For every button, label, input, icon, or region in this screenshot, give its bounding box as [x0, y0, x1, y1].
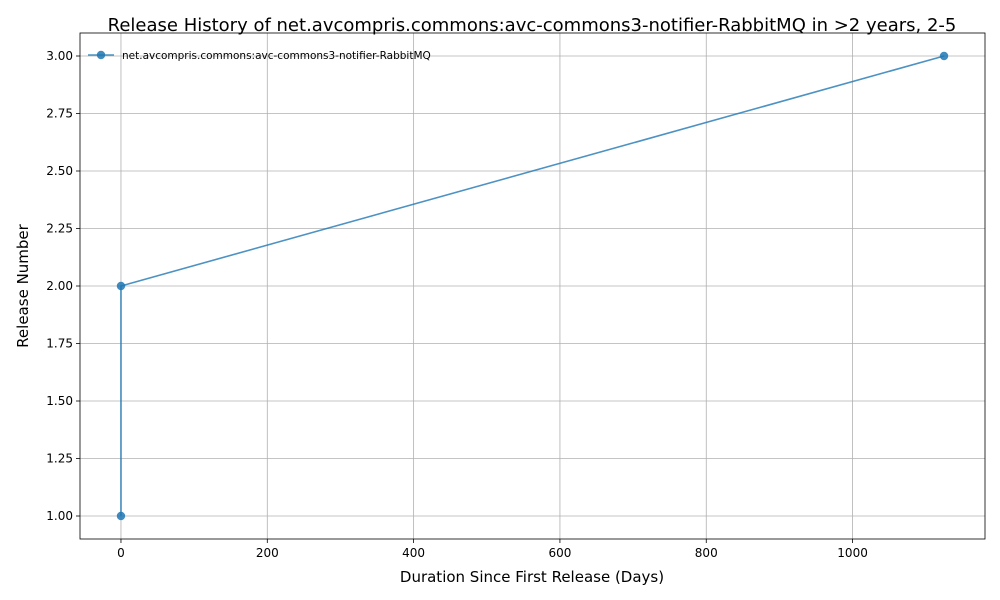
legend-marker-swatch	[96, 50, 106, 60]
series-layer	[116, 51, 949, 521]
x-tick-label: 1000	[837, 546, 868, 560]
x-tick-label: 800	[695, 546, 718, 560]
y-tick-label: 2.50	[46, 164, 73, 178]
data-point	[939, 51, 949, 61]
y-tick-label: 2.00	[46, 279, 73, 293]
y-tick-label: 1.75	[46, 337, 73, 351]
legend: net.avcompris.commons:avc-commons3-notif…	[88, 50, 431, 62]
y-tick-label: 1.50	[46, 394, 73, 408]
legend-label: net.avcompris.commons:avc-commons3-notif…	[122, 50, 431, 62]
x-tick-label: 200	[256, 546, 279, 560]
y-tick-label: 1.00	[46, 509, 73, 523]
y-tick-label: 3.00	[46, 49, 73, 63]
x-tick-label: 0	[117, 546, 125, 560]
y-tick-label: 2.75	[46, 107, 73, 121]
y-axis-label: Release Number	[14, 223, 32, 347]
data-point	[116, 281, 126, 291]
x-axis-label: Duration Since First Release (Days)	[400, 568, 664, 586]
y-tick-label: 2.25	[46, 222, 73, 236]
data-point	[116, 511, 126, 521]
x-tick-label: 400	[402, 546, 425, 560]
chart-title: Release History of net.avcompris.commons…	[108, 15, 957, 36]
y-tick-label: 1.25	[46, 452, 73, 466]
x-tick-label: 600	[548, 546, 571, 560]
axis-ticks: 0 200 400 600 800 1000 1.00 1.25 1.50 1.75 2.00 2.2…	[46, 49, 868, 560]
